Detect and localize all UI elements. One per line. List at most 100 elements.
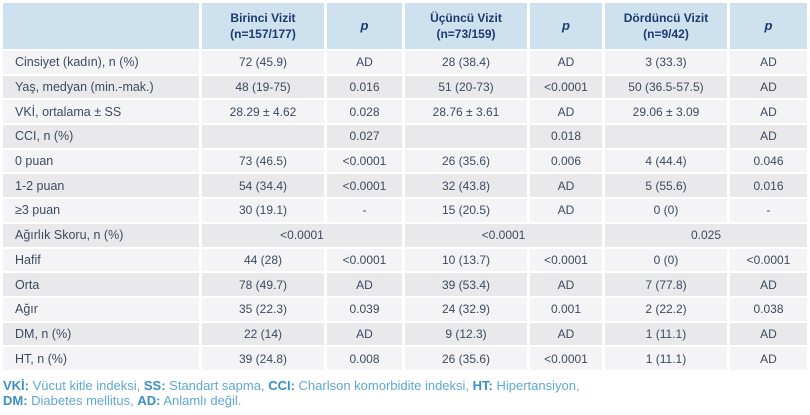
value-cell: 0.001 [530,297,602,321]
value-cell: 0 (0) [605,199,727,222]
value-cell: 9 (12.3) [405,322,527,346]
value-cell: <0.0001 [327,248,402,272]
value-cell [605,125,727,148]
value-cell: AD [327,273,402,296]
value-cell: 78 (49.7) [202,273,324,296]
value-cell: 0.006 [530,149,602,173]
footnote-abbr: SS: [143,377,166,393]
footnote-line: DM: Diabetes mellitus, AD: Anlamlı değil… [3,393,807,409]
footnote-line: VKİ: Vücut kitle indeksi, SS: Standart s… [3,378,807,394]
footnote-definition: Charlson komorbidite indeksi, [294,377,473,393]
footnote-abbr: HT: [472,377,493,393]
value-cell: 54 (34.4) [202,174,324,198]
table-row: Cinsiyet (kadın), n (%) 72 (45.9) AD 28 (38… [3,51,807,74]
footnote-definition: Hipertansiyon, [492,377,580,393]
table-row: 1-2 puan 54 (34.4) <0.0001 32 (43.8) AD 5 (55… [3,174,807,198]
value-cell: AD [530,273,602,296]
value-cell: 0.016 [730,174,807,198]
row-label: Hafif [3,248,199,272]
value-cell: 0.038 [730,297,807,321]
footnote-abbr: DM: [3,393,28,409]
row-label: 0 puan [3,149,199,173]
value-cell: 0.008 [327,347,402,370]
visit-3-n: (n=73/159) [436,27,496,41]
header-visit-1: Birinci Vizit (n=157/177) [202,3,324,49]
row-label: ≥3 puan [3,199,199,222]
row-label: Ağırlık Skoru, n (%) [3,223,199,247]
footnote-abbr: VKİ: [3,377,29,393]
value-cell: 73 (46.5) [202,149,324,173]
header-p-1: p [327,3,402,49]
table-row: ≥3 puan 30 (19.1) -15 (20.5) AD 0 (0) - [3,199,807,222]
header-visit-3: Üçüncü Vizit (n=73/159) [405,3,527,49]
value-cell: AD [730,125,807,148]
value-cell: 0.027 [327,125,402,148]
row-label: Cinsiyet (kadın), n (%) [3,51,199,74]
value-cell: AD [730,273,807,296]
value-cell: AD [730,75,807,99]
row-label: CCI, n (%) [3,125,199,148]
footnote: VKİ: Vücut kitle indeksi, SS: Standart s… [3,378,807,409]
value-cell: 0 (0) [605,248,727,272]
row-label: Orta [3,273,199,296]
value-cell: 10 (13.7) [405,248,527,272]
value-cell: 35 (22.3) [202,297,324,321]
value-cell: 7 (77.8) [605,273,727,296]
header-visit-4: Dördüncü Vizit (n=9/42) [605,3,727,49]
row-label: Yaş, medyan (min.-mak.) [3,75,199,99]
row-label: Ağır [3,297,199,321]
value-cell: AD [530,51,602,74]
value-cell: 50 (36.5-57.5) [605,75,727,99]
table-row: Hafif 44 (28) <0.0001 10 (13.7) <0.0001 0 (0)… [3,248,807,272]
value-cell: 72 (45.9) [202,51,324,74]
value-cell: AD [327,322,402,346]
table-row: Orta 78 (49.7) AD 39 (53.4) AD 7 (77.8) AD [3,273,807,296]
value-cell: AD [530,100,602,124]
footnote-definition: Anlamlı değil. [160,393,242,409]
visit-3-title: Üçüncü Vizit [430,10,502,25]
value-cell: 0.018 [530,125,602,148]
header-p-3: p [730,3,807,49]
value-cell: 30 (19.1) [202,199,324,222]
value-cell: 2 (22.2) [605,297,727,321]
visit-1-title: Birinci Vizit [230,10,296,25]
value-cell: AD [730,51,807,74]
table-row: VKİ, ortalama ± SS 28.29 ± 4.62 0.028 28.76… [3,100,807,124]
header-p-2: p [530,3,602,49]
value-cell: 39 (53.4) [405,273,527,296]
visit-4-n: (n=9/42) [643,27,689,41]
merged-value-cell: 0.025 [605,223,807,247]
value-cell: 32 (43.8) [405,174,527,198]
value-cell: AD [730,347,807,370]
value-cell: AD [730,322,807,346]
value-cell: 48 (19-75) [202,75,324,99]
value-cell: AD [730,100,807,124]
value-cell: <0.0001 [530,75,602,99]
table-row: HT, n (%) 39 (24.8) 0.008 26 (35.6) <0.0001 1… [3,347,807,370]
value-cell: 29.06 ± 3.09 [605,100,727,124]
value-cell: 1 (11.1) [605,322,727,346]
value-cell: 15 (20.5) [405,199,527,222]
value-cell: 1 (11.1) [605,347,727,370]
value-cell: <0.0001 [530,248,602,272]
value-cell: AD [530,174,602,198]
value-cell: 28 (38.4) [405,51,527,74]
value-cell: 44 (28) [202,248,324,272]
value-cell: 28.29 ± 4.62 [202,100,324,124]
value-cell: AD [530,199,602,222]
value-cell: <0.0001 [530,347,602,370]
value-cell: - [730,199,807,222]
value-cell: 0.028 [327,100,402,124]
footnote-definition: Diabetes mellitus, [27,393,138,409]
value-cell: AD [530,322,602,346]
value-cell: 0.016 [327,75,402,99]
table-header: Birinci Vizit (n=157/177) p Üçüncü Vizit… [3,3,807,49]
value-cell: 3 (33.3) [605,51,727,74]
footnote-abbr: CCI: [268,377,295,393]
table-row: DM, n (%) 22 (14) AD 9 (12.3) AD 1 (11.1) AD [3,322,807,346]
value-cell: 5 (55.6) [605,174,727,198]
footnote-abbr: AD: [137,393,161,409]
value-cell: <0.0001 [730,248,807,272]
row-label: DM, n (%) [3,322,199,346]
value-cell: 28.76 ± 3.61 [405,100,527,124]
